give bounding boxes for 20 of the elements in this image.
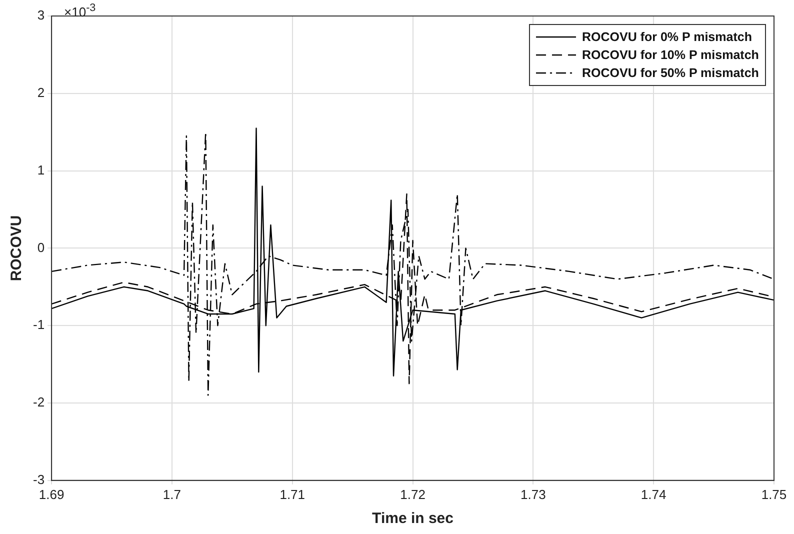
y-tick-label: 0 [37,240,45,255]
y-tick-label: 2 [37,84,45,100]
x-tick-label: 1.74 [640,486,666,502]
y-tick-label: -3 [32,472,45,487]
legend-label: ROCOVU for 0% P mismatch [582,30,752,44]
y-tick-label: 3 [37,8,45,23]
x-tick-label: 1.72 [400,486,426,502]
x-axis-title: Time in sec [372,510,454,528]
legend-label: ROCOVU for 50% P mismatch [582,66,759,80]
y-tick-label: -2 [32,394,45,410]
x-tick-label: 1.7 [162,486,182,502]
annotation: ×10$^{-3}$ [64,2,96,20]
x-tick-label: 1.75 [761,486,787,502]
x-tick-label: 1.69 [38,486,64,502]
x-tick-label: 1.71 [280,486,306,502]
y-tick-label: 1 [37,162,45,178]
legend-label: ROCOVU for 10% P mismatch [582,48,759,62]
y-tick-label: -1 [32,317,45,332]
y-axis-title: ROCOVU [8,215,26,282]
x-tick-label: 1.73 [520,486,546,502]
